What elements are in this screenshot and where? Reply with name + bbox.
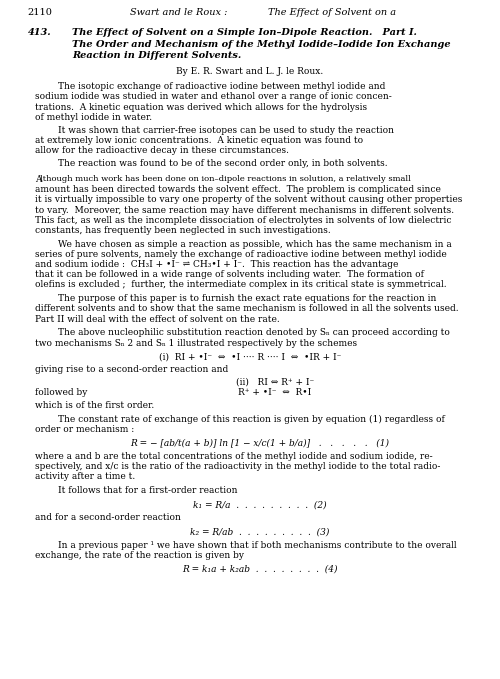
Text: order or mechanism :: order or mechanism : [35,425,134,434]
Text: R⁺ + •I⁻  ⇔  R•I: R⁺ + •I⁻ ⇔ R•I [238,388,312,397]
Text: The reaction was found to be of the second order only, in both solvents.: The reaction was found to be of the seco… [35,159,388,168]
Text: to vary.  Moreover, the same reaction may have different mechanisms in different: to vary. Moreover, the same reaction may… [35,206,454,215]
Text: The above nucleophilic substitution reaction denoted by Sₙ can proceed according: The above nucleophilic substitution reac… [35,329,450,337]
Text: The constant rate of exchange of this reaction is given by equation (1) regardle: The constant rate of exchange of this re… [35,415,445,424]
Text: Part II will deal with the effect of solvent on the rate.: Part II will deal with the effect of sol… [35,314,280,324]
Text: lthough much work has been done on ion–dipole reactions in solution, a relativel: lthough much work has been done on ion–d… [40,175,412,183]
Text: (ii)   RI ⇔ R⁺ + I⁻: (ii) RI ⇔ R⁺ + I⁻ [236,378,314,386]
Text: The purpose of this paper is to furnish the exact rate equations for the reactio: The purpose of this paper is to furnish … [35,294,436,304]
Text: different solvents and to show that the same mechanism is followed in all the so: different solvents and to show that the … [35,304,458,314]
Text: The Order and Mechanism of the Methyl Iodide–Iodide Ion Exchange: The Order and Mechanism of the Methyl Io… [72,39,451,48]
Text: sodium iodide was studied in water and ethanol over a range of ionic concen-: sodium iodide was studied in water and e… [35,92,392,101]
Text: This fact, as well as the incomplete dissociation of electrolytes in solvents of: This fact, as well as the incomplete dis… [35,216,452,225]
Text: which is of the first order.: which is of the first order. [35,401,154,409]
Text: series of pure solvents, namely the exchange of radioactive iodine between methy: series of pure solvents, namely the exch… [35,250,447,259]
Text: spectively, and x/c is the ratio of the radioactivity in the methyl iodide to th: spectively, and x/c is the ratio of the … [35,462,440,471]
Text: 413.: 413. [28,28,51,37]
Text: k₂ = R/ab  .  .  .  .  .  .  .  .  .  (3): k₂ = R/ab . . . . . . . . . (3) [190,528,330,536]
Text: It follows that for a first-order reaction: It follows that for a first-order reacti… [35,486,237,495]
Text: constants, has frequently been neglected in such investigations.: constants, has frequently been neglected… [35,226,331,235]
Text: Swart and le Roux :: Swart and le Roux : [130,8,228,17]
Text: allow for the radioactive decay in these circumstances.: allow for the radioactive decay in these… [35,146,289,155]
Text: The isotopic exchange of radioactive iodine between methyl iodide and: The isotopic exchange of radioactive iod… [35,82,386,91]
Text: olefins is excluded ;  further, the intermediate complex in its critical state i: olefins is excluded ; further, the inter… [35,280,446,289]
Text: and for a second-order reaction: and for a second-order reaction [35,513,181,522]
Text: that it can be followed in a wide range of solvents including water.  The format: that it can be followed in a wide range … [35,270,424,279]
Text: The Effect of Solvent on a Simple Ion–Dipole Reaction.   Part I.: The Effect of Solvent on a Simple Ion–Di… [72,28,418,37]
Text: it is virtually impossible to vary one property of the solvent without causing o: it is virtually impossible to vary one p… [35,196,462,204]
Text: where a and b are the total concentrations of the methyl iodide and sodium iodid: where a and b are the total concentratio… [35,452,432,461]
Text: In a previous paper ¹ we have shown that if both mechanisms contribute to the ov: In a previous paper ¹ we have shown that… [35,540,456,549]
Text: at extremely low ionic concentrations.  A kinetic equation was found to: at extremely low ionic concentrations. A… [35,136,363,145]
Text: k₁ = R/a  .  .  .  .  .  .  .  .  .  (2): k₁ = R/a . . . . . . . . . (2) [193,500,327,509]
Text: R = k₁a + k₂ab  .  .  .  .  .  .  .  .  (4): R = k₁a + k₂ab . . . . . . . . (4) [182,565,338,574]
Text: Reaction in Different Solvents.: Reaction in Different Solvents. [72,51,242,60]
Text: activity after a time t.: activity after a time t. [35,473,135,481]
Text: 2110: 2110 [28,8,52,17]
Text: The Effect of Solvent on a: The Effect of Solvent on a [268,8,396,17]
Text: It was shown that carrier-free isotopes can be used to study the reaction: It was shown that carrier-free isotopes … [35,126,394,134]
Text: We have chosen as simple a reaction as possible, which has the same mechanism in: We have chosen as simple a reaction as p… [35,240,452,249]
Text: R = − [ab/t(a + b)] ln [1 − x/c(1 + b/a)]   .   .   .   .   .   (1): R = − [ab/t(a + b)] ln [1 − x/c(1 + b/a)… [130,439,390,447]
Text: A: A [35,175,42,184]
Text: of methyl iodide in water.: of methyl iodide in water. [35,113,152,122]
Text: followed by: followed by [35,388,88,397]
Text: and sodium iodide :  CH₃I + •I⁻ ⇌ CH₃•I + I⁻.  This reaction has the advantage: and sodium iodide : CH₃I + •I⁻ ⇌ CH₃•I +… [35,260,399,269]
Text: By E. R. Swart and L. J. le Roux.: By E. R. Swart and L. J. le Roux. [176,67,324,76]
Text: exchange, the rate of the reaction is given by: exchange, the rate of the reaction is gi… [35,551,244,559]
Text: (i)  RI + •I⁻  ⇔  •I ···· R ···· I  ⇔  •IR + I⁻: (i) RI + •I⁻ ⇔ •I ···· R ···· I ⇔ •IR + … [159,352,341,361]
Text: amount has been directed towards the solvent effect.  The problem is complicated: amount has been directed towards the sol… [35,185,441,194]
Text: trations.  A kinetic equation was derived which allows for the hydrolysis: trations. A kinetic equation was derived… [35,103,367,111]
Text: two mechanisms Sₙ 2 and Sₙ 1 illustrated respectively by the schemes: two mechanisms Sₙ 2 and Sₙ 1 illustrated… [35,339,357,348]
Text: giving rise to a second-order reaction and: giving rise to a second-order reaction a… [35,365,228,374]
